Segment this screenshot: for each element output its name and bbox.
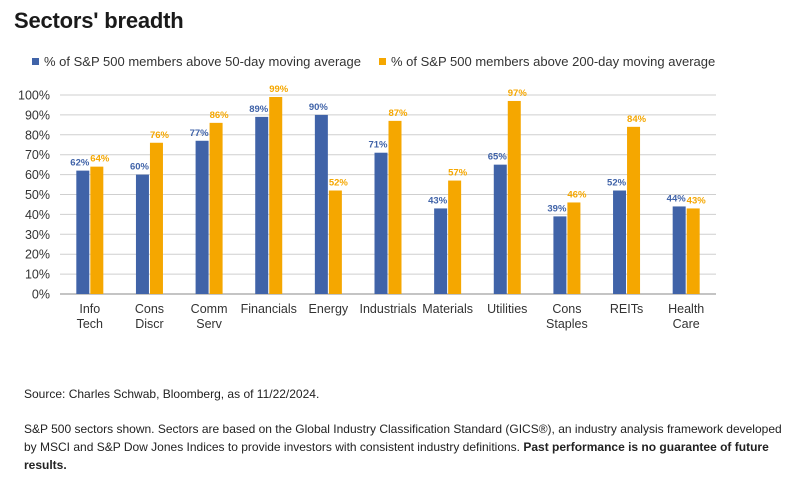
data-label-200day: 99% [269,84,289,95]
legend-label-50day: % of S&P 500 members above 50-day moving… [44,54,361,69]
data-label-200day: 87% [388,108,408,119]
chart-legend: % of S&P 500 members above 50-day moving… [32,54,733,69]
data-label-50day: 77% [190,128,210,139]
legend-item-50day: % of S&P 500 members above 50-day moving… [32,54,361,69]
bar-50day [613,190,627,294]
y-tick-label: 30% [25,228,50,242]
data-label-50day: 39% [547,203,567,214]
data-label-200day: 57% [448,168,468,179]
data-label-200day: 86% [210,110,230,121]
bar-50day [195,140,209,294]
x-tick-label: Discr [135,317,163,331]
x-tick-label: Materials [422,302,473,316]
data-label-50day: 89% [249,104,269,115]
x-tick-label: Comm [191,302,228,316]
x-tick-label: Energy [309,302,349,316]
bar-200day [686,208,700,294]
footnote-text: S&P 500 sectors shown. Sectors are based… [24,422,782,454]
bar-200day [209,122,223,294]
bar-50day [374,152,388,294]
bar-200day [388,120,402,295]
data-label-200day: 43% [687,195,707,206]
y-tick-label: 60% [25,168,50,182]
data-label-50day: 43% [428,195,448,206]
data-label-200day: 64% [90,154,110,165]
y-tick-label: 80% [25,128,50,142]
page-title: Sectors' breadth [14,8,184,33]
bar-50day [493,164,507,294]
y-tick-label: 100% [18,89,50,103]
bar-50day [135,174,149,294]
bar-50day [314,114,328,295]
data-label-200day: 76% [150,130,170,141]
bar-200day [567,202,581,294]
bar-50day [672,206,686,294]
source-note: Source: Charles Schwab, Bloomberg, as of… [24,387,320,401]
bar-200day [149,142,163,294]
y-tick-label: 10% [25,268,50,282]
bar-chart: 0% 10% 20% 30% 40% 50% 60% 70% 80% 90% 100% 62% 64% I… [18,84,716,331]
legend-item-200day: % of S&P 500 members above 200-day movin… [379,54,715,69]
x-tick-label: Utilities [487,302,527,316]
bar-50day [76,170,90,294]
y-tick-label: 40% [25,208,50,222]
data-label-50day: 44% [667,193,687,204]
bar-200day [448,180,462,294]
data-label-50day: 60% [130,162,150,173]
data-label-200day: 97% [508,88,528,99]
bar-200day [627,126,641,294]
x-tick-label: REITs [610,302,643,316]
bar-50day [255,116,269,294]
footnote: S&P 500 sectors shown. Sectors are based… [24,420,784,474]
y-tick-label: 90% [25,108,50,122]
x-tick-label: Cons [552,302,581,316]
bar-200day [507,100,521,294]
data-label-50day: 65% [488,152,508,163]
x-tick-label: Industrials [360,302,417,316]
bar-50day [553,216,567,294]
legend-label-200day: % of S&P 500 members above 200-day movin… [391,54,716,69]
bar-50day [434,208,448,294]
legend-swatch-200day [379,58,386,65]
data-label-50day: 62% [70,158,90,169]
x-tick-label: Tech [77,317,103,331]
x-tick-label: Serv [196,317,222,331]
x-tick-label: Financials [241,302,297,316]
disclaimer: Past performance is no guarantee of futu… [24,440,769,472]
data-label-200day: 52% [329,178,349,189]
x-tick-label: Staples [546,317,588,331]
bar-200day [90,166,104,294]
bar-200day [269,96,283,295]
y-tick-label: 70% [25,148,50,162]
legend-swatch-50day [32,58,39,65]
y-tick-label: 20% [25,248,50,262]
y-tick-label: 0% [32,288,50,302]
data-label-50day: 52% [607,178,627,189]
x-tick-label: Cons [135,302,164,316]
x-tick-label: Care [673,317,700,331]
y-tick-label: 50% [25,188,50,202]
bar-200day [328,190,342,294]
data-label-50day: 71% [368,140,388,151]
data-label-200day: 46% [567,189,587,200]
data-label-50day: 90% [309,102,329,113]
x-tick-label: Info [79,302,100,316]
x-tick-label: Health [668,302,704,316]
data-label-200day: 84% [627,114,647,125]
